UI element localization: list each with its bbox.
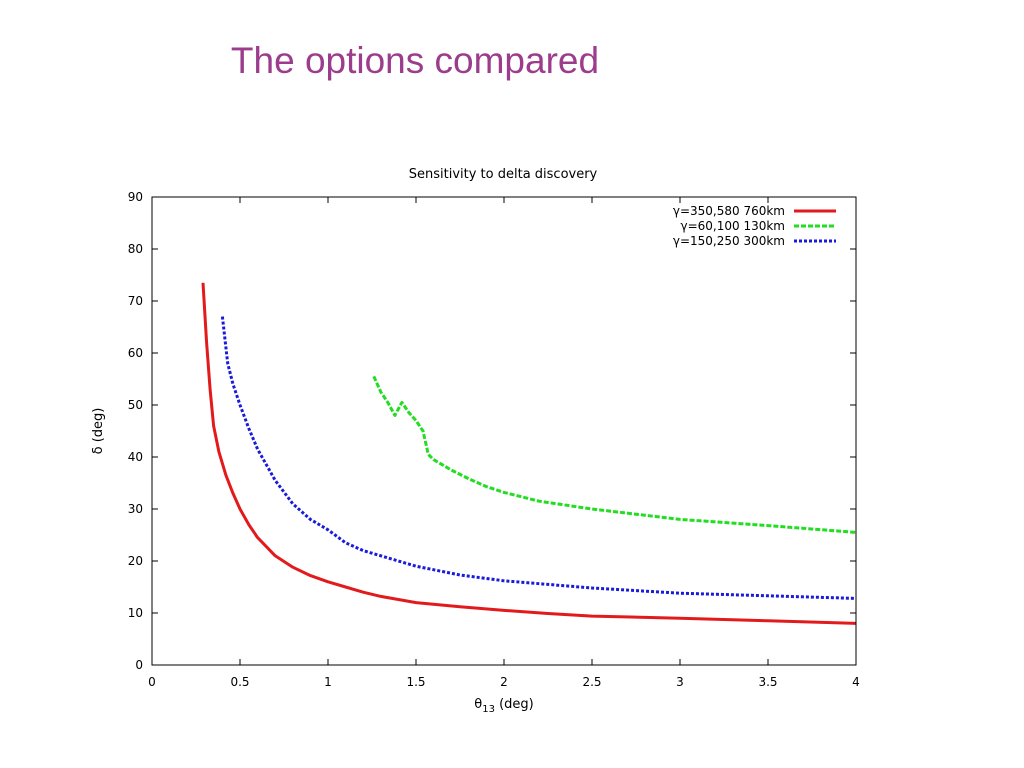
y-tick-label: 0 bbox=[135, 658, 143, 672]
x-tick-label: 1.5 bbox=[406, 675, 425, 689]
x-axis-label: θ13 (deg) bbox=[474, 697, 533, 715]
y-tick-label: 60 bbox=[128, 346, 143, 360]
legend-label-3: γ=150,250 300km bbox=[673, 234, 785, 248]
y-tick-label: 40 bbox=[128, 450, 143, 464]
x-tick-label: 3.5 bbox=[758, 675, 777, 689]
y-tick-label: 80 bbox=[128, 242, 143, 256]
slide-title: The options compared bbox=[230, 40, 600, 81]
y-tick-label: 10 bbox=[128, 606, 143, 620]
x-tick-label: 2 bbox=[500, 675, 508, 689]
x-axis-label-symbol: θ bbox=[474, 697, 482, 712]
legend-label-1: γ=350,580 760km bbox=[673, 204, 785, 218]
series-line-2 bbox=[372, 375, 857, 534]
y-tick-label: 90 bbox=[128, 190, 143, 204]
x-tick-label: 3 bbox=[676, 675, 684, 689]
x-axis-label-subscript: 13 bbox=[482, 704, 495, 715]
y-tick-label: 70 bbox=[128, 294, 143, 308]
x-tick-label: 1 bbox=[324, 675, 332, 689]
x-tick-label: 4 bbox=[852, 675, 860, 689]
x-axis-label-unit: (deg) bbox=[495, 697, 534, 712]
plot-frame bbox=[151, 196, 857, 666]
y-tick-label: 20 bbox=[128, 554, 143, 568]
chart-title: Sensitivity to delta discovery bbox=[409, 167, 598, 182]
series-line-3 bbox=[220, 316, 857, 600]
x-tick-label: 0 bbox=[148, 675, 156, 689]
x-tick-label: 0.5 bbox=[230, 675, 249, 689]
legend-label-2: γ=60,100 130km bbox=[680, 219, 785, 233]
series-line-1 bbox=[201, 282, 857, 625]
y-tick-label: 50 bbox=[128, 398, 143, 412]
y-tick-label: 30 bbox=[128, 502, 143, 516]
series-layer bbox=[201, 282, 857, 625]
x-tick-label: 2.5 bbox=[582, 675, 601, 689]
y-axis-label: δ (deg) bbox=[91, 408, 106, 455]
